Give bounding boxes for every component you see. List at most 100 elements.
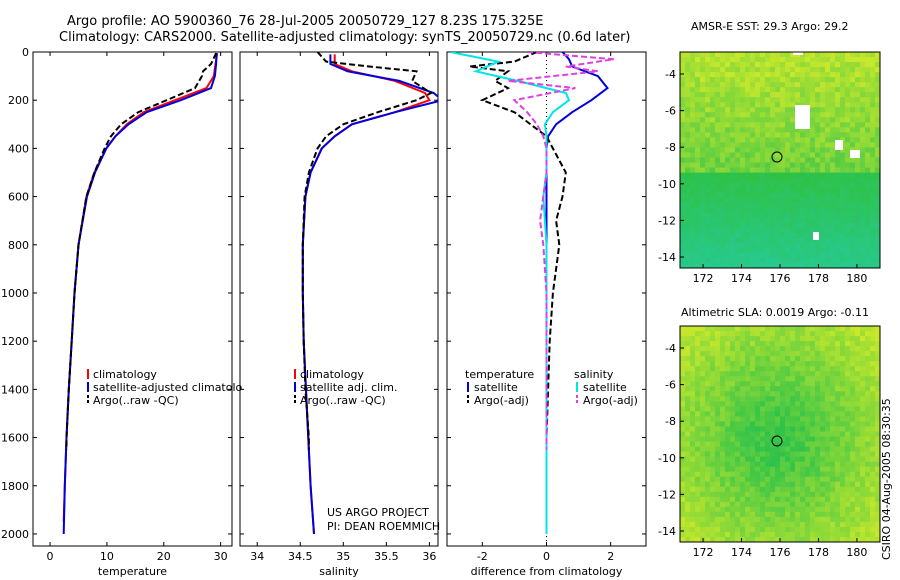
map-cell [725, 451, 731, 457]
map-cell [860, 242, 866, 249]
map-cell [805, 242, 811, 249]
map-cell [870, 426, 876, 432]
map-cell [835, 152, 841, 158]
map-cell [795, 486, 801, 493]
map-cell [860, 466, 866, 473]
map-cell [720, 486, 726, 493]
map-cell [855, 376, 861, 382]
map-cell [730, 476, 736, 483]
map-cell [845, 72, 851, 78]
map-cell [810, 446, 816, 452]
map-cell [705, 461, 711, 468]
map-cell [860, 217, 866, 224]
map-cell [680, 361, 686, 367]
map-cell [780, 511, 786, 518]
map-cell [865, 486, 871, 493]
map-cell [845, 356, 851, 362]
map-cell [840, 391, 846, 397]
map-cell [785, 177, 791, 183]
map-cell [770, 247, 776, 254]
map-cell [810, 92, 816, 98]
map-cell [760, 486, 766, 493]
map-cell [720, 102, 726, 108]
map-cell [710, 496, 716, 503]
map-cell [765, 117, 771, 123]
map-cell [725, 167, 731, 173]
map-cell [775, 336, 781, 342]
map-cell [780, 177, 786, 183]
map-cell [865, 132, 871, 138]
map-cell [735, 147, 741, 153]
map-cell [815, 361, 821, 367]
map-cell [790, 531, 796, 538]
map-cell [870, 416, 876, 422]
x-tick-label: 34 [250, 550, 264, 563]
map-cell [715, 481, 721, 488]
map-cell [785, 112, 791, 118]
map-cell [685, 147, 691, 153]
map-cell [735, 87, 741, 93]
map-cell [710, 137, 716, 143]
map-cell [855, 162, 861, 168]
map-cell [800, 97, 806, 103]
map-cell [695, 152, 701, 158]
map-cell [725, 361, 731, 367]
map-cell [850, 431, 856, 437]
map-cell [810, 521, 816, 528]
map-cell [720, 212, 726, 219]
map-cell [855, 471, 861, 478]
map-cell [775, 481, 781, 488]
map-cell [760, 132, 766, 138]
map-cell [700, 77, 706, 83]
map-cell [835, 451, 841, 457]
map-cell [680, 232, 686, 239]
map-cell [835, 391, 841, 397]
map-cell [800, 192, 806, 199]
map-cell [815, 52, 821, 58]
map-cell [715, 336, 721, 342]
map-cell [790, 431, 796, 437]
map-cell [830, 262, 836, 269]
map-cell [810, 97, 816, 103]
map-cell [825, 122, 831, 128]
map-cell [825, 77, 831, 83]
map-cell [805, 536, 811, 543]
map-cell [745, 516, 751, 523]
map-cell [815, 511, 821, 518]
map-cell [875, 242, 881, 249]
map-cell [770, 391, 776, 397]
map-cell [800, 237, 806, 244]
map-cell [850, 172, 856, 178]
map-cell [785, 421, 791, 427]
map-cell [835, 426, 841, 432]
map-cell [730, 511, 736, 518]
map-cell [785, 207, 791, 214]
map-cell [765, 127, 771, 133]
map-cell [690, 341, 696, 347]
map-cell [810, 401, 816, 407]
map-cell [865, 57, 871, 63]
map-cell [695, 82, 701, 88]
map-cell [805, 227, 811, 234]
map-cell [685, 531, 691, 538]
map-cell [805, 481, 811, 488]
map-cell [690, 102, 696, 108]
map-cell [720, 506, 726, 513]
map-cell [785, 381, 791, 387]
map-cell [875, 147, 881, 153]
map-cell [685, 486, 691, 493]
map-cell [745, 431, 751, 437]
map-cell [780, 376, 786, 382]
map-cell [835, 341, 841, 347]
map-cell [810, 396, 816, 402]
map-cell [765, 466, 771, 473]
map-cell [835, 177, 841, 183]
map-cell [710, 431, 716, 437]
map-cell [765, 237, 771, 244]
map-cell [740, 102, 746, 108]
map-cell [740, 356, 746, 362]
map-cell [860, 222, 866, 229]
map-cell [805, 237, 811, 244]
map-cell [685, 336, 691, 342]
map-cell [825, 167, 831, 173]
